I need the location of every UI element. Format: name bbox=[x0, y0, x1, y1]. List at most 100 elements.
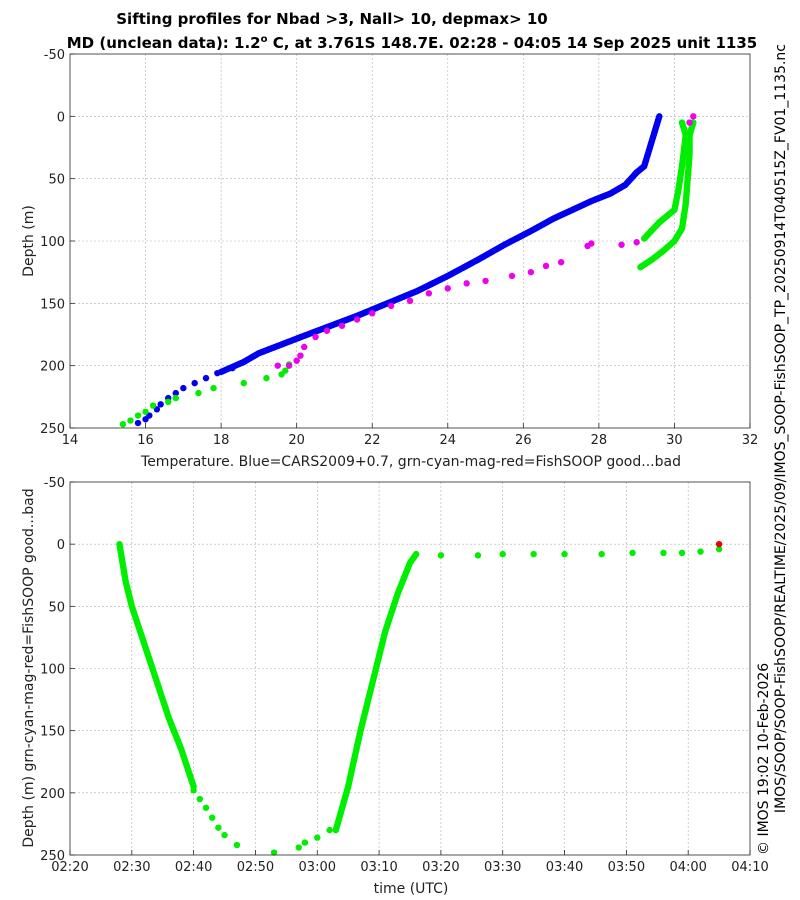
time-x-tick-label: 03:00 bbox=[299, 860, 336, 875]
data-point bbox=[274, 362, 281, 369]
data-point bbox=[208, 814, 216, 821]
data-point bbox=[629, 549, 636, 557]
data-point bbox=[633, 239, 640, 246]
time-x-tick-label: 04:00 bbox=[669, 860, 706, 875]
data-point bbox=[387, 302, 395, 310]
temp-x-tick-label: 14 bbox=[62, 433, 79, 448]
data-point bbox=[165, 398, 172, 406]
temp-x-tick-label: 18 bbox=[213, 433, 230, 448]
data-point bbox=[196, 795, 204, 803]
title-line-1: Sifting profiles for Nbad >3, Nall> 10, … bbox=[116, 10, 547, 28]
data-point bbox=[660, 549, 667, 557]
title-line-2-rest: C, at 3.761S 148.7E. 02:28 - 04:05 14 Se… bbox=[267, 34, 757, 52]
time-x-tick-label: 03:30 bbox=[484, 860, 521, 875]
data-point bbox=[314, 834, 321, 841]
data-point bbox=[134, 412, 142, 419]
data-point bbox=[202, 374, 210, 382]
side-file-basename: IMOS_SOOP-FishSOOP_TP_20250914T040515Z_F… bbox=[773, 44, 789, 478]
depth-time-grid bbox=[70, 482, 750, 855]
data-point bbox=[444, 285, 451, 292]
time-x-tick-label: 03:40 bbox=[546, 860, 583, 875]
data-point bbox=[715, 545, 723, 553]
data-point bbox=[195, 389, 202, 397]
data-point bbox=[142, 408, 149, 415]
data-point bbox=[618, 241, 625, 248]
data-point bbox=[270, 849, 278, 856]
data-point bbox=[240, 379, 247, 387]
data-point bbox=[233, 841, 241, 849]
data-point bbox=[191, 379, 198, 387]
data-point bbox=[678, 549, 686, 557]
data-point bbox=[641, 235, 648, 242]
temperature-x-axis-label: Temperature. Blue=CARS2009+0.7, grn-cyan… bbox=[140, 454, 681, 470]
data-point bbox=[215, 824, 222, 831]
data-point bbox=[278, 371, 285, 378]
depth-time-panel: 02:20 02:30 02:40 02:50 03:00 03:10 03:20 03:30… bbox=[21, 476, 769, 897]
temp-y-tick-label: 200 bbox=[40, 360, 65, 375]
data-point bbox=[229, 364, 236, 372]
depth-time-y-axis-label: Depth (m) grn-cyan-mag-red=FishSOOP good… bbox=[21, 488, 37, 847]
data-point bbox=[598, 550, 605, 558]
data-point bbox=[412, 550, 420, 558]
data-point bbox=[690, 113, 697, 120]
data-point bbox=[323, 327, 331, 334]
side-file-name: IMOS/SOOP/SOOP-FishSOOP/REALTIME/2025/09… bbox=[773, 44, 789, 813]
data-point bbox=[172, 389, 179, 397]
temp-y-tick-label: 150 bbox=[40, 297, 65, 312]
data-point bbox=[297, 352, 304, 359]
temp-x-tick-label: 28 bbox=[591, 433, 608, 448]
time-y-tick-label: 0 bbox=[57, 538, 65, 553]
data-point bbox=[530, 550, 537, 558]
time-y-tick-label: 150 bbox=[40, 725, 65, 740]
data-point bbox=[157, 401, 164, 408]
data-point bbox=[285, 362, 293, 369]
temperature-tick-labels: 14 16 18 20 22 24 26 28 30 32 -50 0 50 100 150 200 250 bbox=[40, 48, 758, 448]
temp-x-tick-label: 16 bbox=[137, 433, 154, 448]
data-point bbox=[425, 290, 433, 297]
temp-x-tick-label: 26 bbox=[515, 433, 532, 448]
data-point bbox=[697, 548, 704, 555]
data-point bbox=[637, 263, 644, 271]
time-y-tick-label: 100 bbox=[40, 663, 65, 678]
data-point bbox=[214, 369, 221, 377]
time-x-tick-label: 03:50 bbox=[608, 860, 645, 875]
data-point bbox=[508, 272, 516, 280]
data-point bbox=[210, 384, 217, 392]
data-point bbox=[202, 804, 210, 811]
data-point bbox=[527, 268, 535, 276]
data-point bbox=[295, 844, 302, 851]
data-point bbox=[301, 839, 309, 846]
time-x-tick-label: 02:20 bbox=[51, 860, 88, 875]
data-point bbox=[127, 417, 134, 424]
data-point bbox=[474, 552, 482, 559]
data-point bbox=[338, 322, 346, 329]
data-point bbox=[190, 787, 197, 794]
time-x-tick-label: 04:10 bbox=[731, 860, 768, 875]
data-point bbox=[463, 280, 470, 287]
data-point bbox=[561, 550, 568, 558]
temp-x-tick-label: 20 bbox=[288, 433, 305, 448]
data-point bbox=[312, 333, 319, 341]
data-point bbox=[180, 384, 187, 392]
title-line-2-text: MD (unclean data): 1.2 bbox=[67, 34, 261, 52]
time-x-tick-label: 03:20 bbox=[422, 860, 459, 875]
depth-time-tick-labels: 02:20 02:30 02:40 02:50 03:00 03:10 03:20 03:30… bbox=[40, 476, 769, 875]
temp-y-tick-label: -50 bbox=[44, 48, 65, 63]
temp-y-tick-label: 100 bbox=[40, 235, 65, 250]
data-point bbox=[499, 550, 506, 558]
data-point bbox=[263, 374, 270, 382]
temp-y-tick-label: 0 bbox=[57, 110, 65, 125]
temperature-profile-panel: 14 16 18 20 22 24 26 28 30 32 -50 0 50 100 150 200 250 T… bbox=[21, 48, 758, 470]
data-point bbox=[149, 402, 157, 409]
data-point bbox=[542, 262, 550, 270]
degree-symbol: o bbox=[261, 34, 268, 45]
time-x-tick-label: 02:40 bbox=[175, 860, 212, 875]
data-point bbox=[584, 242, 591, 250]
temp-x-tick-label: 22 bbox=[364, 433, 381, 448]
data-point bbox=[715, 540, 723, 548]
time-x-axis-label: time (UTC) bbox=[374, 881, 449, 897]
time-y-tick-label: -50 bbox=[44, 476, 65, 491]
temperature-grid bbox=[70, 54, 750, 428]
data-point bbox=[142, 416, 149, 423]
data-point bbox=[221, 831, 228, 839]
